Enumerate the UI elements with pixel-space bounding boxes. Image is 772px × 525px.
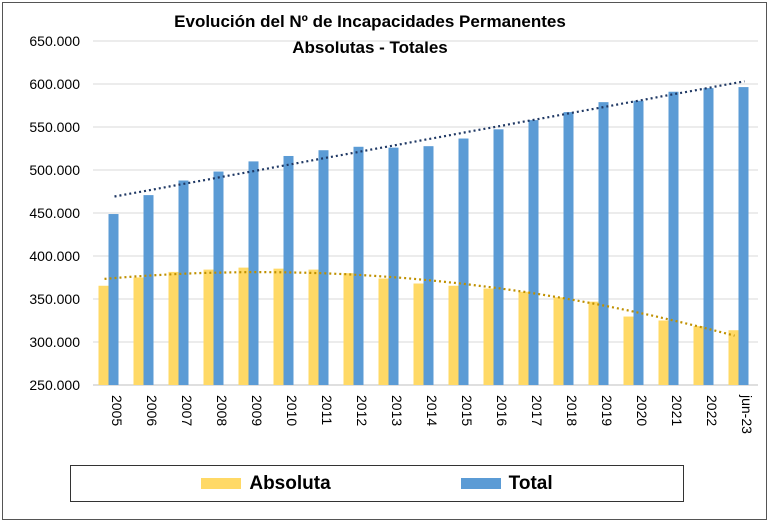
- y-tick-label: 250.000: [29, 377, 80, 393]
- x-tick-label: 2018: [564, 395, 580, 426]
- bar-absoluta: [413, 283, 424, 385]
- x-tick-label: 2005: [109, 395, 125, 426]
- y-tick-label: 500.000: [29, 162, 80, 178]
- legend-label-total: Total: [508, 472, 553, 494]
- chart-subtitle: Absolutas - Totales: [292, 38, 448, 57]
- bar-absoluta: [133, 277, 144, 385]
- bar-absoluta: [693, 326, 704, 385]
- y-tick-label: 450.000: [29, 205, 80, 221]
- y-tick-label: 400.000: [29, 248, 80, 264]
- bar-total: [388, 147, 399, 385]
- bar-absoluta: [588, 301, 599, 385]
- bar-absoluta: [98, 285, 109, 385]
- legend-item-total: Total: [460, 472, 553, 495]
- bar-total: [738, 87, 749, 385]
- bar-absoluta: [448, 285, 459, 385]
- x-tick-label: 2011: [319, 395, 335, 425]
- bar-total: [423, 146, 434, 385]
- x-tick-label: 2015: [459, 395, 475, 426]
- legend-label-absoluta: Absoluta: [249, 472, 331, 494]
- x-tick-label: 2020: [634, 395, 650, 426]
- bar-total: [528, 120, 539, 386]
- bar-total: [703, 88, 714, 386]
- bar-absoluta: [238, 267, 249, 385]
- bar-absoluta: [168, 271, 179, 385]
- x-tick-label: 2006: [144, 395, 160, 426]
- x-tick-label: 2014: [424, 395, 440, 426]
- bar-absoluta: [728, 330, 739, 385]
- x-tick-label: 2007: [179, 395, 195, 426]
- bar-total: [248, 161, 259, 385]
- bar-absoluta: [518, 291, 529, 385]
- trendline-absoluta: [104, 271, 735, 337]
- x-tick-label: 2013: [389, 395, 405, 426]
- x-tick-label: 2019: [599, 395, 615, 426]
- x-tick-label: 2016: [494, 395, 510, 426]
- x-tick-label: 2012: [354, 395, 370, 426]
- bar-total: [563, 112, 574, 385]
- legend-swatch-absoluta: [201, 478, 242, 489]
- y-tick-label: 550.000: [29, 119, 80, 135]
- bar-absoluta: [308, 269, 319, 385]
- x-tick-label: 2021: [669, 395, 685, 426]
- chart-title: Evolución del Nº de Incapacidades Perman…: [174, 12, 566, 31]
- bar-absoluta: [658, 320, 669, 385]
- bar-absoluta: [273, 268, 284, 385]
- x-tick-label: jun-23: [739, 394, 755, 434]
- trendline-total: [114, 80, 745, 198]
- x-tick-label: 2017: [529, 395, 545, 426]
- bar-total: [108, 214, 119, 385]
- x-tick-label: 2010: [284, 395, 300, 426]
- x-tick-label: 2009: [249, 395, 265, 426]
- bar-total: [318, 150, 329, 385]
- bar-total: [143, 195, 154, 385]
- y-tick-label: 350.000: [29, 291, 80, 307]
- bar-total: [213, 171, 224, 385]
- legend: Absoluta Total: [70, 465, 684, 502]
- bar-absoluta: [483, 288, 494, 385]
- bar-absoluta: [623, 316, 634, 385]
- x-tick-label: 2022: [704, 395, 720, 426]
- x-tick-label: 2008: [214, 395, 230, 426]
- bar-absoluta: [203, 269, 214, 385]
- bar-total: [178, 180, 189, 385]
- bar-total: [458, 138, 469, 385]
- y-tick-label: 650.000: [29, 33, 80, 49]
- bar-total: [493, 129, 504, 385]
- bar-absoluta: [553, 297, 564, 385]
- y-tick-label: 600.000: [29, 76, 80, 92]
- y-tick-label: 300.000: [29, 334, 80, 350]
- bar-absoluta: [378, 278, 389, 385]
- bar-total: [598, 102, 609, 386]
- bar-total: [283, 155, 294, 385]
- bar-absoluta: [343, 273, 354, 385]
- bar-total: [633, 100, 644, 386]
- chart-frame: [2, 2, 767, 520]
- bar-total: [353, 146, 364, 385]
- legend-swatch-total: [460, 478, 501, 489]
- bar-total: [668, 91, 679, 386]
- legend-item-absoluta: Absoluta: [201, 472, 331, 495]
